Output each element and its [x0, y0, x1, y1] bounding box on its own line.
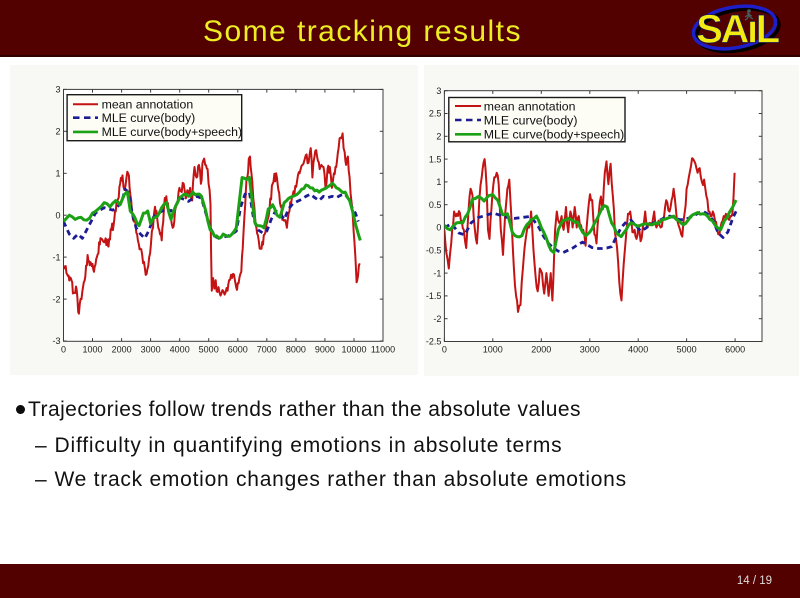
svg-text:5000: 5000 — [199, 344, 219, 354]
svg-text:2: 2 — [436, 132, 441, 142]
svg-text:2: 2 — [55, 127, 60, 137]
svg-text:0: 0 — [55, 210, 60, 220]
svg-text:2.5: 2.5 — [429, 109, 442, 119]
svg-text:-0.5: -0.5 — [426, 246, 442, 256]
svg-text:mean annotation: mean annotation — [484, 99, 576, 113]
svg-text:MLE curve(body): MLE curve(body) — [484, 113, 578, 127]
svg-text:SAıL: SAıL — [696, 8, 779, 52]
svg-text:-1: -1 — [52, 252, 60, 262]
svg-text:-3: -3 — [52, 336, 60, 346]
svg-text:MLE curve(body+speech): MLE curve(body+speech) — [484, 128, 624, 142]
svg-text:1: 1 — [436, 177, 441, 187]
svg-text:2000: 2000 — [531, 345, 551, 355]
svg-text:0.5: 0.5 — [429, 200, 442, 210]
svg-text:10000: 10000 — [341, 344, 366, 354]
svg-text:-2: -2 — [433, 314, 441, 324]
svg-text:-1: -1 — [433, 268, 441, 278]
svg-text:6000: 6000 — [725, 345, 745, 355]
svg-text:MLE curve(body): MLE curve(body) — [102, 111, 196, 125]
svg-text:MLE curve(body+speech): MLE curve(body+speech) — [102, 125, 242, 139]
svg-text:1000: 1000 — [82, 344, 102, 354]
svg-text:3: 3 — [436, 86, 441, 96]
svg-text:8000: 8000 — [286, 344, 306, 354]
svg-text:0: 0 — [442, 345, 447, 355]
svg-text:mean annotation: mean annotation — [102, 98, 194, 112]
svg-text:9000: 9000 — [315, 344, 335, 354]
svg-text:7000: 7000 — [257, 344, 277, 354]
svg-text:-2: -2 — [52, 294, 60, 304]
svg-text:0: 0 — [436, 223, 441, 233]
svg-text:1000: 1000 — [483, 345, 503, 355]
svg-text:3000: 3000 — [580, 345, 600, 355]
svg-text:4000: 4000 — [628, 345, 648, 355]
svg-text:1: 1 — [55, 169, 60, 179]
svg-text:1.5: 1.5 — [429, 154, 442, 164]
svg-text:-1.5: -1.5 — [426, 291, 442, 301]
svg-text:11000: 11000 — [371, 344, 395, 354]
svg-text:-2.5: -2.5 — [426, 337, 442, 347]
svg-text:0: 0 — [61, 344, 66, 354]
svg-text:4000: 4000 — [170, 344, 190, 354]
svg-text:6000: 6000 — [228, 344, 248, 354]
svg-text:3: 3 — [55, 85, 60, 95]
svg-text:5000: 5000 — [677, 345, 697, 355]
svg-text:3000: 3000 — [141, 344, 161, 354]
svg-text:2000: 2000 — [112, 344, 132, 354]
